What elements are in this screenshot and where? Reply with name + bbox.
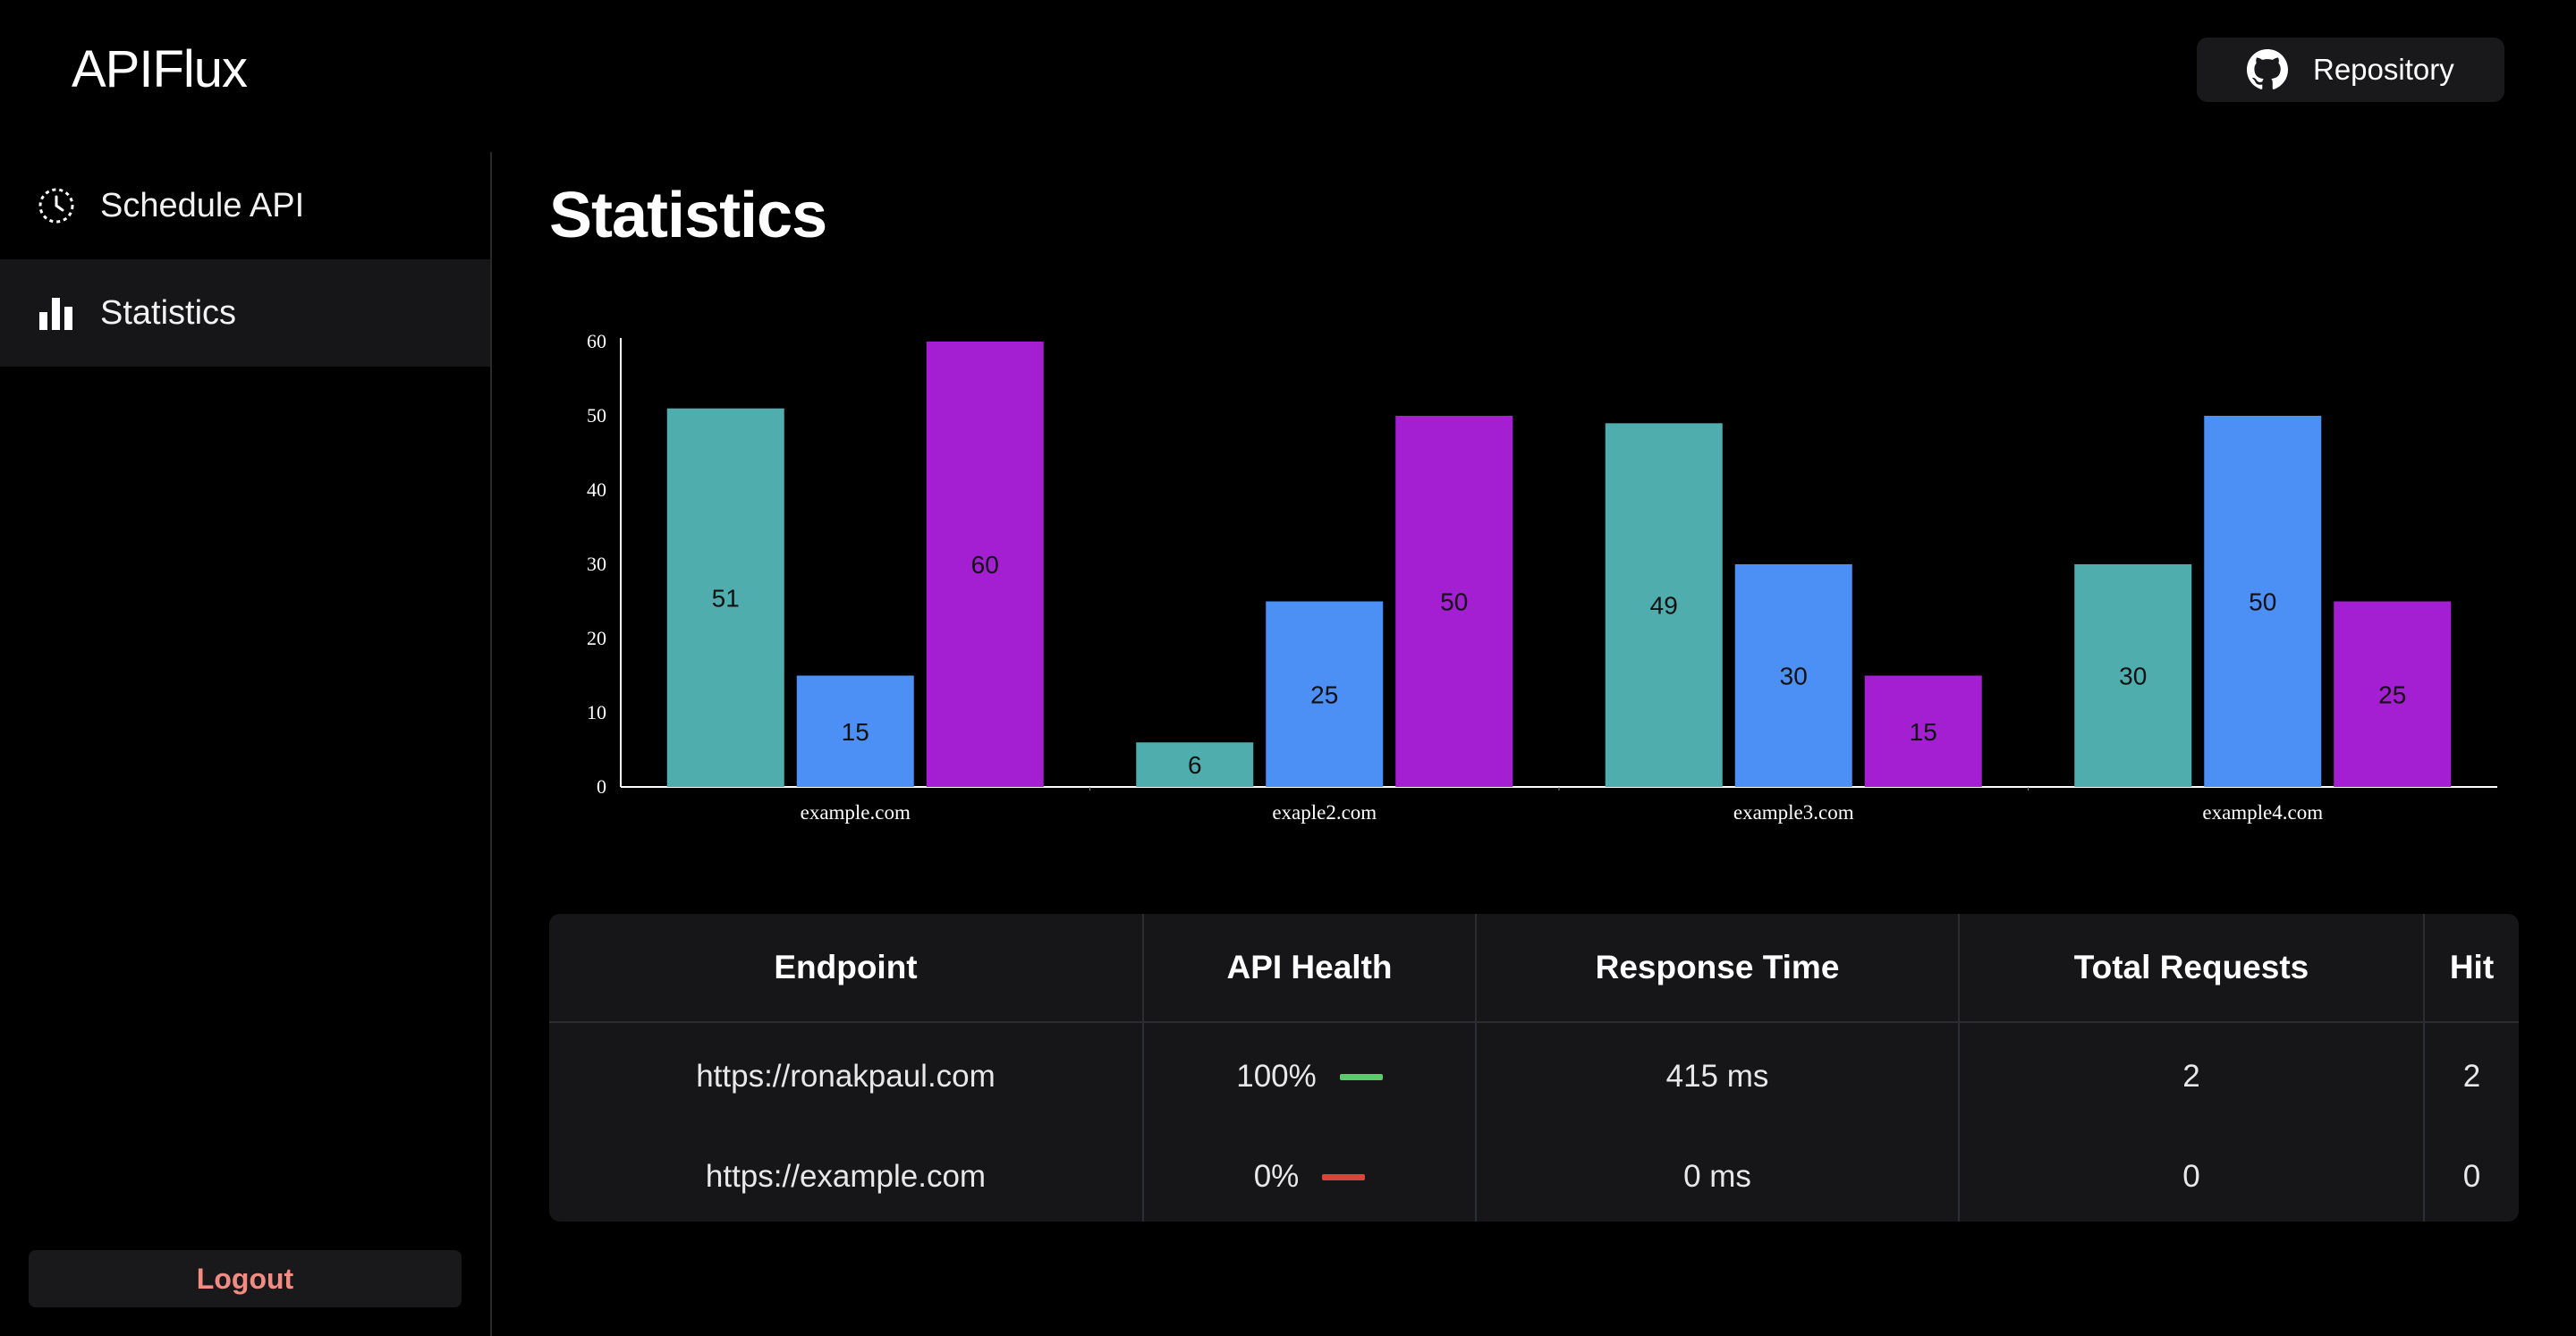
- bar-data-label: 51: [712, 584, 740, 612]
- sidebar-item-statistics[interactable]: Statistics: [0, 259, 490, 367]
- logout-button[interactable]: Logout: [29, 1250, 462, 1307]
- table-header-row: Endpoint API Health Response Time Total …: [549, 914, 2519, 1023]
- y-axis-tick-label: 40: [587, 478, 606, 501]
- bar-data-label: 25: [1310, 681, 1338, 708]
- bar-data-label: 60: [971, 551, 999, 579]
- table-row[interactable]: https://example.com 0% 0 ms 0 0: [549, 1127, 2519, 1222]
- y-axis-tick-label: 10: [587, 701, 606, 723]
- health-value: 0%: [1253, 1159, 1300, 1194]
- health-value: 100%: [1236, 1059, 1317, 1094]
- column-header-api-health[interactable]: API Health: [1143, 914, 1477, 1023]
- statistics-table-grid: Endpoint API Health Response Time Total …: [549, 914, 2519, 1222]
- column-header-total-requests[interactable]: Total Requests: [1959, 914, 2425, 1023]
- hit-cell: 2: [2462, 1059, 2481, 1094]
- chart-bar: [796, 675, 914, 787]
- bar-data-label: 49: [1650, 592, 1678, 620]
- page-title: Statistics: [549, 180, 827, 251]
- bar-data-label: 30: [2119, 663, 2147, 690]
- bar-data-label: 30: [1780, 663, 1808, 690]
- sidebar: Schedule API Statistics Logout: [0, 152, 492, 1336]
- top-header: APIFlux Repository: [0, 0, 2576, 143]
- bar-chart-icon: [39, 298, 72, 330]
- chart-bar: [1605, 423, 1723, 787]
- y-axis-tick-label: 60: [587, 330, 606, 352]
- chart-bar: [1266, 601, 1384, 787]
- column-header-response-time[interactable]: Response Time: [1476, 914, 1960, 1023]
- chart-bar: [1864, 675, 1982, 787]
- x-axis-category-label: example3.com: [1733, 801, 1854, 824]
- chart-bar: [1395, 416, 1513, 787]
- x-axis-category-label: example.com: [801, 801, 911, 824]
- chart-bar: [1734, 564, 1852, 787]
- github-icon: [2247, 49, 2288, 89]
- bar-data-label: 50: [2249, 588, 2276, 616]
- y-axis-tick-label: 30: [587, 553, 606, 575]
- x-axis-category-label: exaple2.com: [1272, 801, 1377, 824]
- total-requests-cell: 2: [1959, 1022, 2425, 1127]
- endpoint-cell: https://ronakpaul.com: [549, 1022, 1144, 1127]
- api-health-cell: 100%: [1143, 1022, 1477, 1127]
- response-time-cell: 0 ms: [1476, 1127, 1960, 1222]
- app-logo-text[interactable]: APIFlux: [72, 40, 248, 98]
- health-indicator: 0%: [1254, 1159, 1366, 1195]
- chart-bar: [926, 342, 1044, 787]
- statistics-table: Endpoint API Health Response Time Total …: [549, 914, 2519, 1222]
- endpoint-cell: https://example.com: [549, 1127, 1144, 1222]
- health-status-bar: [1339, 1073, 1383, 1080]
- sidebar-item-schedule-api[interactable]: Schedule API: [0, 152, 490, 259]
- column-header-hit[interactable]: Hit: [2424, 914, 2519, 1023]
- bar-data-label: 15: [1910, 718, 1937, 746]
- repository-button[interactable]: Repository: [2197, 38, 2504, 102]
- y-axis-tick-label: 20: [587, 627, 606, 649]
- repository-button-label: Repository: [2313, 53, 2454, 86]
- response-time-cell: 415 ms: [1476, 1022, 1960, 1127]
- sidebar-item-label: Schedule API: [100, 186, 305, 224]
- bar-data-label: 6: [1188, 751, 1202, 779]
- y-axis-tick-label: 50: [587, 404, 606, 427]
- table-row[interactable]: https://ronakpaul.com 100% 415 ms 2 2: [549, 1022, 2519, 1127]
- chart-bar: [2074, 564, 2192, 787]
- health-status-bar: [1322, 1173, 1366, 1180]
- y-axis-tick-label: 0: [597, 775, 606, 798]
- hit-cell: 0: [2462, 1159, 2481, 1194]
- bar-chart-svg: 0 10 20 30 40 50 60 example.com 51 15 60 exaple2.co…: [587, 330, 2497, 824]
- api-health-cell: 0%: [1143, 1127, 1477, 1222]
- health-indicator: 100%: [1236, 1059, 1383, 1095]
- bar-data-label: 50: [1440, 588, 1468, 616]
- chart-bar: [2334, 601, 2452, 787]
- bar-chart: 0 10 20 30 40 50 60 example.com 51 15 60 exaple2.co…: [555, 322, 2504, 841]
- chart-bar: [1136, 742, 1254, 787]
- chart-bar: [2204, 416, 2322, 787]
- total-requests-cell: 0: [1959, 1127, 2425, 1222]
- sidebar-item-label: Statistics: [100, 293, 237, 332]
- column-header-endpoint[interactable]: Endpoint: [549, 914, 1144, 1023]
- bar-data-label: 25: [2378, 681, 2406, 708]
- x-axis-category-label: example4.com: [2202, 801, 2323, 824]
- chart-bar: [666, 408, 784, 787]
- bar-data-label: 15: [842, 718, 869, 746]
- clock-icon: [38, 188, 74, 224]
